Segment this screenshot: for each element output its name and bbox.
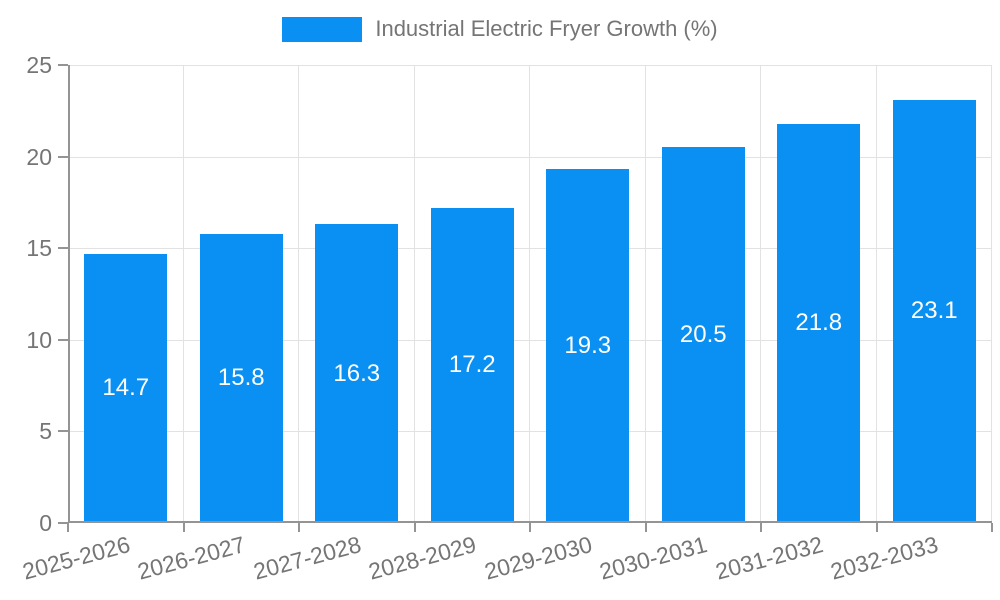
gridline-vertical [644, 65, 646, 523]
gridline-horizontal [68, 156, 992, 158]
x-axis-line [68, 521, 992, 523]
gridline-horizontal [68, 339, 992, 341]
gridline-vertical [875, 65, 877, 523]
x-axis-tick [991, 523, 993, 532]
x-axis-tick [182, 523, 185, 532]
y-axis-tick-label: 10 [26, 326, 52, 353]
y-axis-tick-label: 5 [39, 418, 52, 445]
y-axis-tick [58, 247, 68, 250]
x-axis-tick [67, 523, 69, 532]
gridline-vertical [413, 65, 415, 523]
y-axis-tick-label: 25 [26, 52, 52, 78]
x-axis-tick-label: 2028-2029 [365, 531, 479, 585]
y-axis-tick [58, 338, 68, 341]
y-axis-line [68, 65, 70, 523]
x-axis-tick [875, 523, 878, 532]
x-axis-tick-label: 2029-2030 [481, 531, 595, 585]
x-axis-tick-label: 2030-2031 [596, 531, 710, 585]
x-axis-tick [760, 523, 762, 532]
x-axis-tick-label: 2032-2033 [827, 531, 941, 585]
legend-swatch [282, 16, 363, 42]
gridline-vertical [529, 65, 530, 523]
x-axis-tick-label: 2025-2026 [19, 531, 133, 585]
x-axis-tick [644, 523, 647, 532]
bar [546, 169, 630, 523]
x-axis-tick [529, 523, 531, 532]
y-axis-tick [58, 522, 68, 524]
gridline-horizontal [68, 248, 992, 250]
x-axis-tick-label: 2031-2032 [712, 531, 826, 585]
bar-value-label: 14.7 [102, 374, 150, 402]
bar-value-label: 16.3 [333, 359, 381, 387]
chart-legend: Industrial Electric Fryer Growth (%) [0, 16, 1000, 42]
y-axis-tick [58, 64, 68, 66]
bar [892, 99, 976, 523]
bar [430, 207, 514, 523]
bar-value-label: 15.8 [217, 364, 265, 392]
x-axis-tick [413, 523, 416, 532]
y-axis-tick [58, 430, 68, 433]
bar [315, 224, 399, 523]
bar [199, 233, 283, 523]
bar-value-label: 17.2 [448, 351, 496, 379]
legend-label: Industrial Electric Fryer Growth (%) [375, 16, 718, 41]
bar [84, 253, 168, 523]
gridline-horizontal [68, 431, 992, 433]
gridline-horizontal [68, 65, 992, 66]
gridline-vertical [991, 65, 992, 523]
plot-area: 14.7 15.8 16.3 17.2 19.3 20.5 21.8 23.1 [68, 65, 992, 523]
bar [777, 123, 861, 523]
bar-value-label: 19.3 [564, 332, 612, 360]
y-axis-tick [58, 155, 68, 158]
y-axis-tick-label: 0 [39, 510, 52, 536]
y-axis-tick-label: 20 [26, 143, 52, 170]
y-axis-tick-label: 15 [26, 235, 52, 262]
gridline-vertical [298, 65, 299, 523]
x-axis-tick [298, 523, 300, 532]
gridline-vertical [182, 65, 184, 523]
bar-value-label: 23.1 [910, 297, 958, 325]
x-axis-tick-label: 2027-2028 [250, 531, 364, 585]
bar-value-label: 20.5 [679, 321, 727, 349]
bar [661, 147, 745, 523]
gridline-vertical [760, 65, 761, 523]
x-axis-tick-label: 2026-2027 [134, 531, 248, 585]
bar-value-label: 21.8 [795, 309, 843, 337]
